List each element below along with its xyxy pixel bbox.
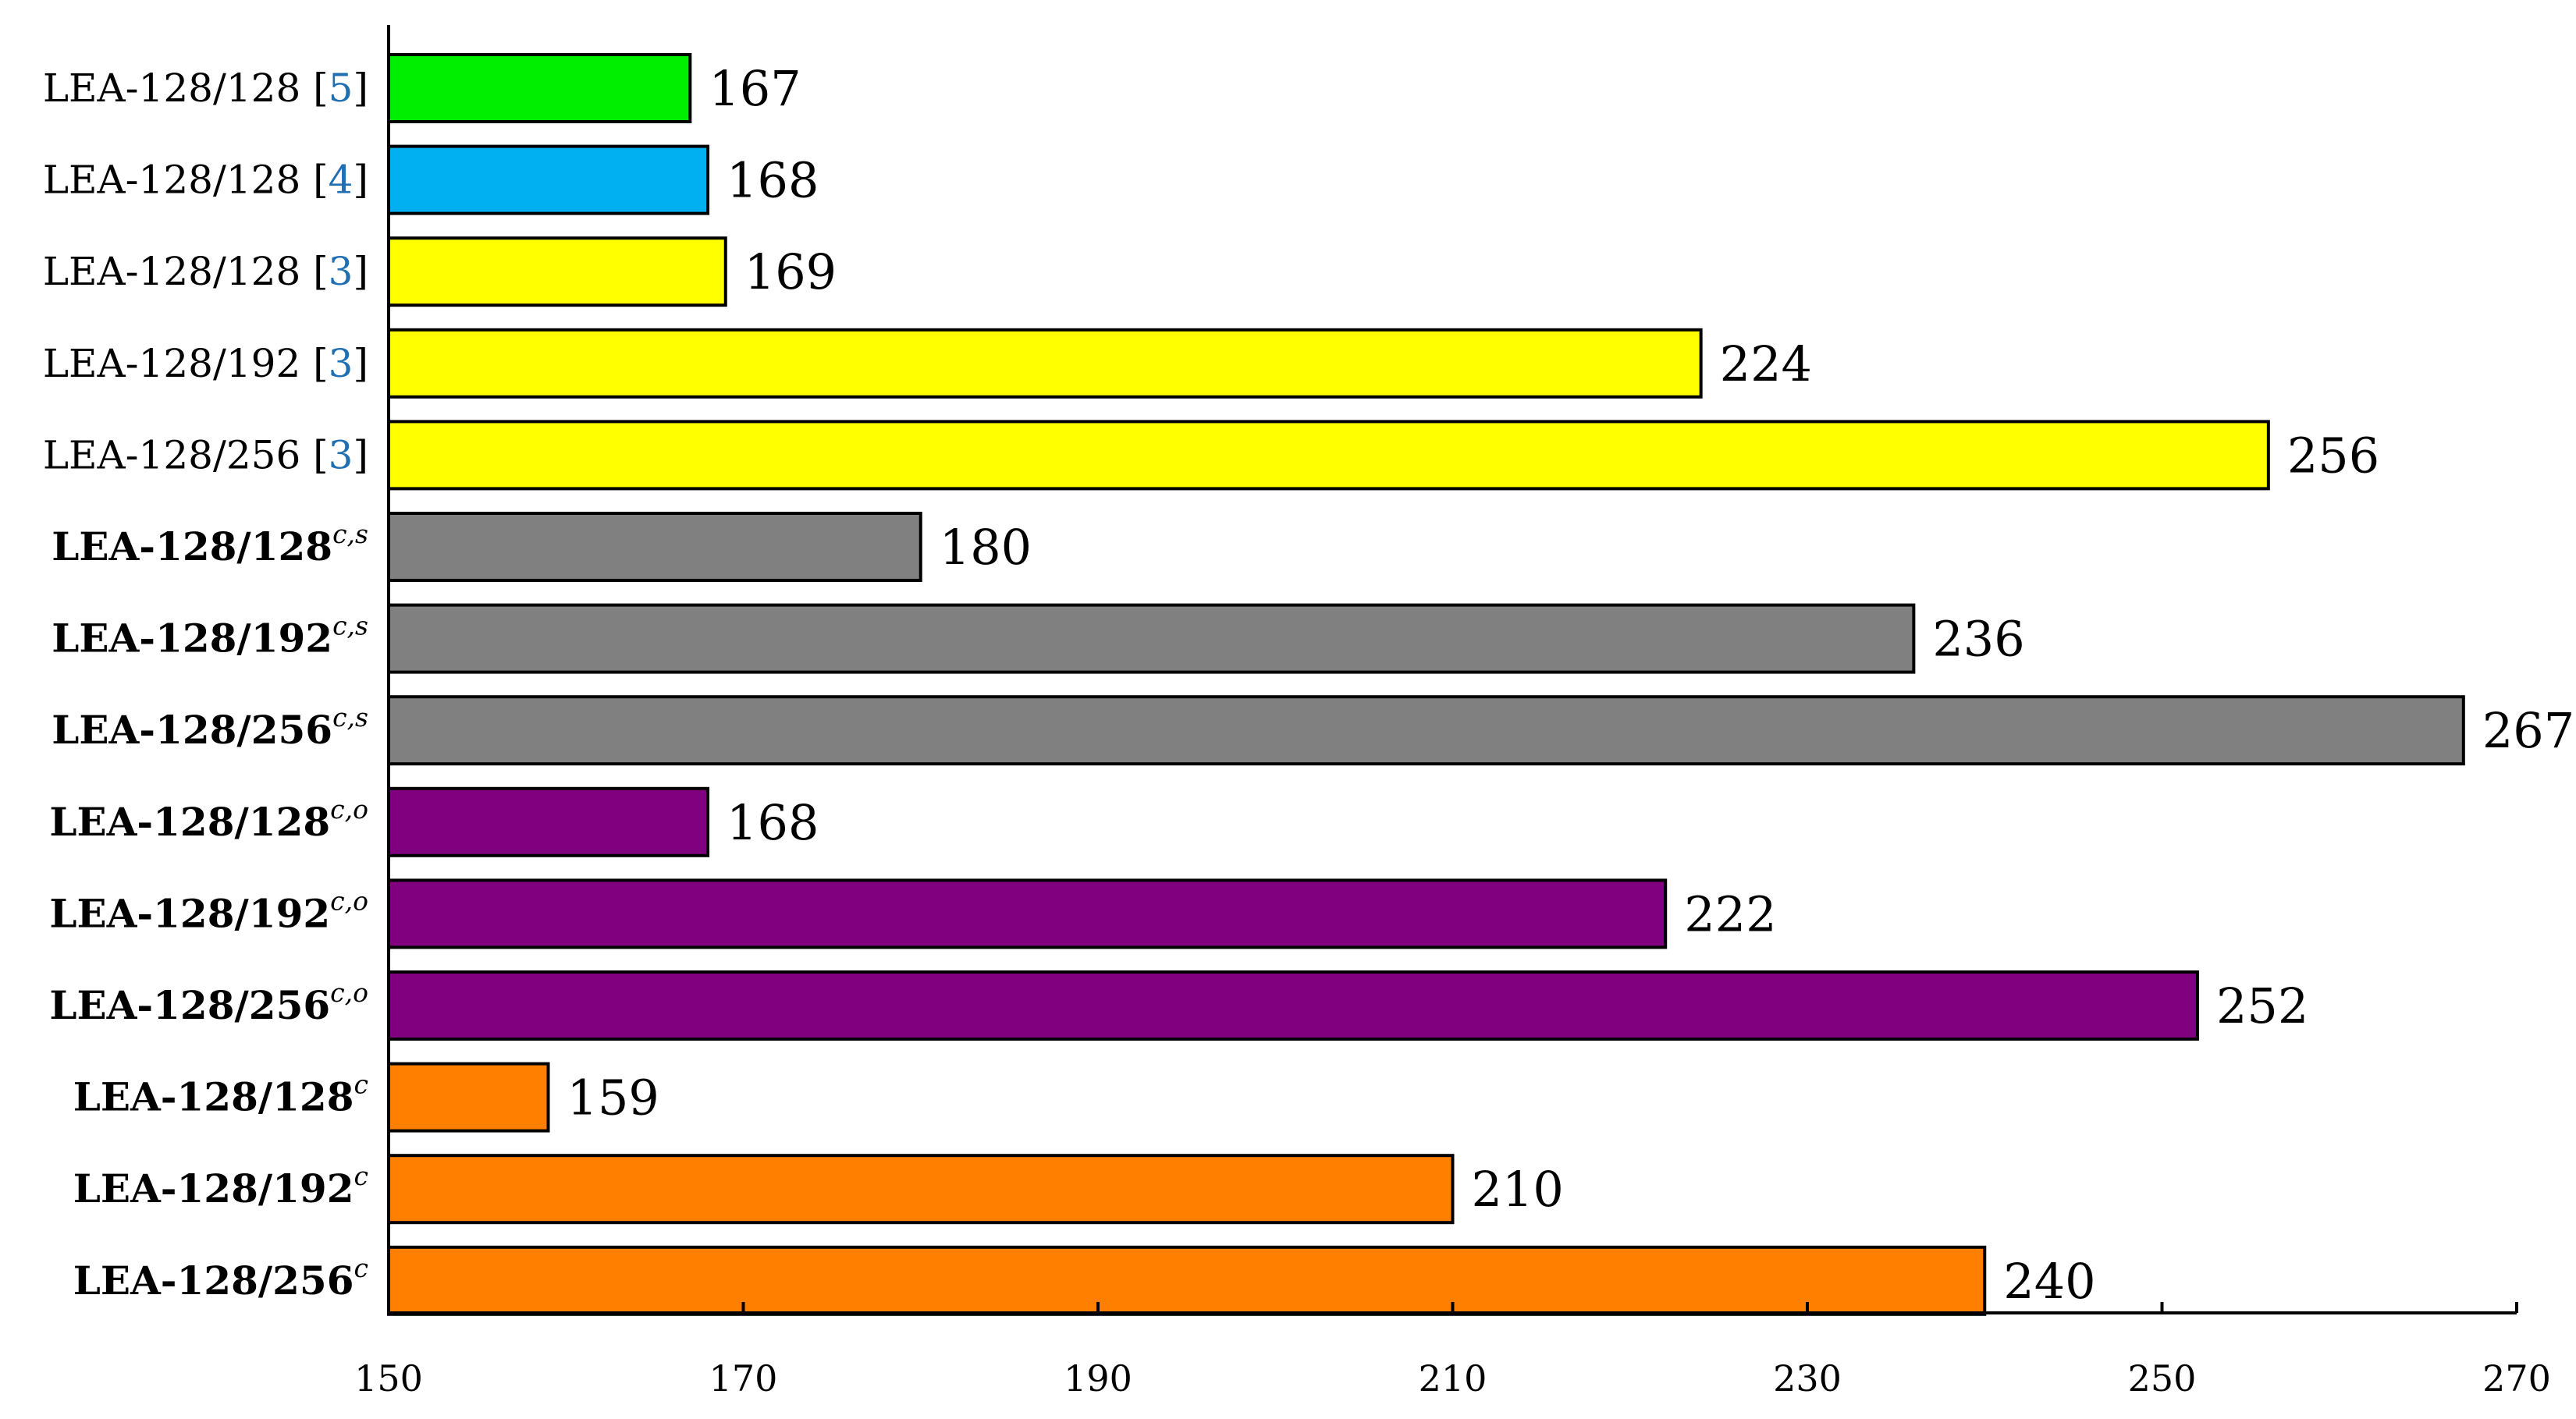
value-label-0: 167 <box>709 60 801 117</box>
label-superscript: c,s <box>332 611 368 641</box>
citation-ref: 5 <box>329 66 354 111</box>
x-tick-label-5: 250 <box>2128 1357 2197 1399</box>
category-label-1: LEA-128/128 [4] <box>43 158 368 203</box>
category-label-9: LEA-128/192c,o <box>49 885 368 936</box>
category-label-text: LEA-128/256 [ <box>43 432 329 477</box>
bar-13 <box>387 1245 1987 1316</box>
citation-ref: 3 <box>329 249 354 294</box>
citation-ref: 4 <box>329 158 354 203</box>
category-label-4: LEA-128/256 [3] <box>43 432 368 477</box>
x-tick-label-4: 230 <box>1773 1357 1842 1399</box>
label-superscript: c,o <box>330 794 368 825</box>
category-label-3: LEA-128/192 [3] <box>43 341 368 386</box>
value-label-4: 256 <box>2287 427 2379 484</box>
bar-12 <box>387 1154 1455 1225</box>
category-label-text: LEA-128/192 <box>52 615 332 662</box>
label-superscript: c,o <box>330 977 368 1008</box>
category-label-text: LEA-128/192 [ <box>43 341 329 386</box>
bar-4 <box>387 420 2270 491</box>
citation-bracket: ] <box>353 66 368 111</box>
value-label-3: 224 <box>1720 335 1812 392</box>
bars-layer <box>387 53 2465 1316</box>
citation-bracket: ] <box>353 249 368 294</box>
bar-6 <box>387 603 1916 674</box>
x-tick-label-6: 270 <box>2482 1357 2551 1399</box>
category-label-text: LEA-128/192 <box>73 1165 354 1211</box>
label-superscript: c,s <box>332 702 368 733</box>
value-label-12: 210 <box>1472 1161 1564 1218</box>
value-label-9: 222 <box>1684 885 1776 942</box>
label-superscript: c <box>354 1253 368 1283</box>
bar-7 <box>387 695 2465 766</box>
category-label-7: LEA-128/256c,s <box>52 702 368 753</box>
citation-bracket: ] <box>353 432 368 477</box>
value-label-8: 168 <box>727 794 819 851</box>
x-tick-label-3: 210 <box>1419 1357 1487 1399</box>
category-label-13: LEA-128/256c <box>73 1253 368 1304</box>
value-label-7: 267 <box>2482 702 2574 759</box>
citation-bracket: ] <box>353 158 368 203</box>
category-label-0: LEA-128/128 [5] <box>43 66 368 111</box>
category-labels-layer: LEA-128/128 [5]LEA-128/128 [4]LEA-128/12… <box>43 66 368 1304</box>
label-superscript: c,o <box>330 885 368 916</box>
category-label-8: LEA-128/128c,o <box>49 794 368 845</box>
label-superscript: c <box>354 1070 368 1100</box>
category-label-11: LEA-128/128c <box>73 1070 368 1120</box>
value-label-2: 169 <box>744 243 837 300</box>
value-label-13: 240 <box>2003 1253 2095 1310</box>
category-label-text: LEA-128/192 <box>49 890 330 936</box>
x-ticks-layer: 150 170 190 210 230 250 270 <box>354 1302 2551 1399</box>
bar-10 <box>387 970 2199 1041</box>
category-label-text: LEA-128/128 [ <box>43 249 329 294</box>
x-tick-label-1: 170 <box>709 1357 778 1399</box>
x-tick-label-0: 150 <box>354 1357 423 1399</box>
value-label-6: 236 <box>1932 611 2024 668</box>
citation-bracket: ] <box>353 341 368 386</box>
category-label-text: LEA-128/128 <box>73 1074 354 1120</box>
bar-3 <box>387 328 1703 399</box>
citation-ref: 3 <box>329 341 354 386</box>
category-label-2: LEA-128/128 [3] <box>43 249 368 294</box>
bar-9 <box>387 878 1668 949</box>
value-label-5: 180 <box>940 519 1032 576</box>
category-label-5: LEA-128/128c,s <box>52 519 368 569</box>
category-label-text: LEA-128/256 <box>73 1258 354 1304</box>
category-label-12: LEA-128/192c <box>73 1161 368 1211</box>
bar-11 <box>387 1062 550 1133</box>
category-label-text: LEA-128/128 [ <box>43 66 329 111</box>
value-label-10: 252 <box>2216 977 2308 1034</box>
category-label-text: LEA-128/256 <box>49 982 330 1028</box>
category-label-text: LEA-128/128 <box>49 799 330 845</box>
bar-5 <box>387 512 922 582</box>
value-label-11: 159 <box>567 1070 659 1126</box>
category-label-text: LEA-128/128 <box>52 523 332 569</box>
label-superscript: c,s <box>332 519 368 549</box>
label-superscript: c <box>354 1161 368 1191</box>
citation-ref: 3 <box>329 432 354 477</box>
category-label-10: LEA-128/256c,o <box>49 977 368 1028</box>
category-label-text: LEA-128/128 [ <box>43 158 329 203</box>
bar-0 <box>387 53 692 123</box>
category-label-text: LEA-128/256 <box>52 707 332 753</box>
bar-8 <box>387 786 710 857</box>
value-label-1: 168 <box>727 152 819 209</box>
x-tick-label-2: 190 <box>1064 1357 1132 1399</box>
bar-2 <box>387 236 727 307</box>
value-labels-layer: 167 168 169 224 256 180 236 267 168 222 252 159 210 2… <box>567 60 2575 1310</box>
category-label-6: LEA-128/192c,s <box>52 611 368 662</box>
bar-1 <box>387 144 710 215</box>
